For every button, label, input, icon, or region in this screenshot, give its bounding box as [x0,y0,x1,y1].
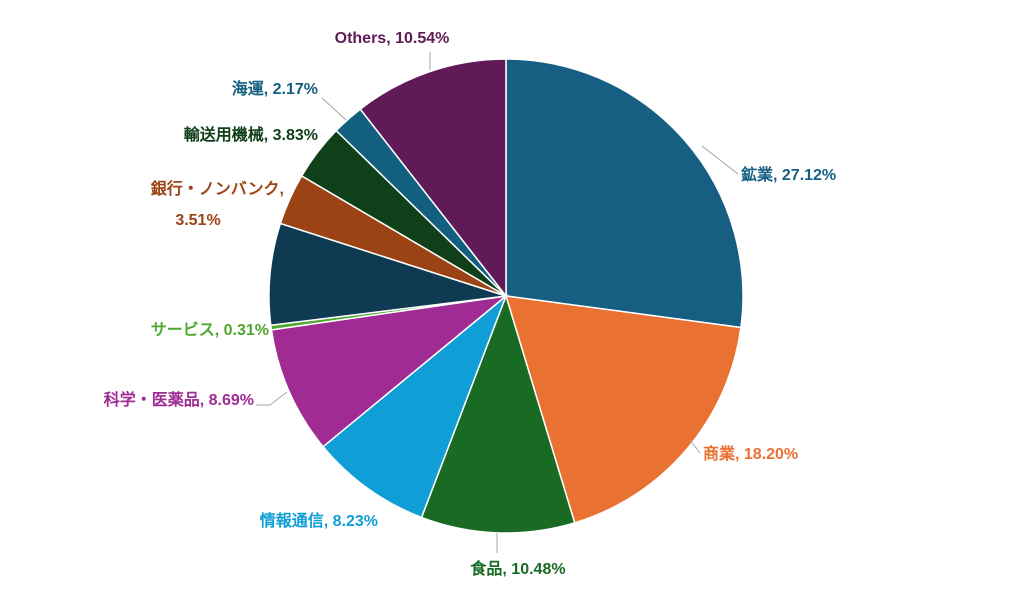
pie-slice-1 [504,295,742,524]
leader-line-0 [701,145,739,175]
data-label-9: 海運, 2.17% [232,79,318,98]
data-label-4: 科学・医薬品, 8.69% [104,390,254,409]
pie-slice-10 [359,58,507,299]
pie-slices [268,58,744,534]
leader-line-9 [321,97,347,121]
data-label-2: 食品, 10.48% [469,559,565,578]
data-label-8: 輸送用機械, 3.83% [184,125,318,144]
pie-slice-0 [505,58,744,329]
data-labels: 鉱業, 27.12% 商業, 18.20% 食品, 10.48% 情報通信, 8.23… [104,30,836,578]
data-label-1: 商業, 18.20% [703,444,798,463]
leader-line-4 [256,391,288,406]
pie-slice-3 [322,293,508,519]
pie-slice-2 [420,293,576,534]
data-label-0: 鉱業, 27.12% [741,165,836,184]
data-label-3: 情報通信, 8.23% [260,511,378,530]
pie-slice-6 [268,222,507,327]
leader-lines [256,52,739,553]
data-label-7-part-0: 銀行・ノンバンク, [151,179,284,198]
pie-slice-4 [270,294,509,448]
data-label-5: サービス, 0.31% [151,321,269,339]
leader-line-1 [689,439,701,454]
data-label-7-part-1: 3.51% [175,212,220,229]
data-label-10: Others, 10.54% [335,30,450,47]
